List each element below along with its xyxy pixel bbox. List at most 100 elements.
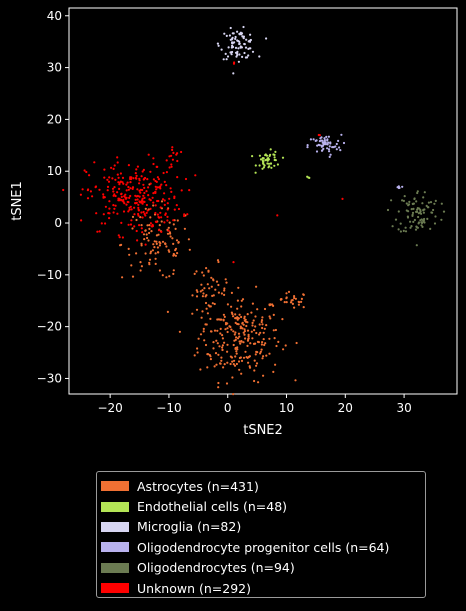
data-point bbox=[168, 221, 171, 224]
data-point bbox=[147, 153, 150, 156]
data-point bbox=[236, 307, 239, 310]
data-point bbox=[419, 219, 422, 222]
data-point bbox=[217, 291, 220, 294]
data-point bbox=[277, 340, 280, 343]
data-point bbox=[132, 177, 135, 180]
plot-area bbox=[68, 7, 458, 395]
data-point bbox=[326, 138, 329, 141]
data-point bbox=[272, 313, 275, 316]
data-point bbox=[293, 295, 296, 298]
data-point bbox=[261, 323, 264, 326]
data-point bbox=[135, 168, 138, 171]
legend-label: Oligodendrocyte progenitor cells (n=64) bbox=[137, 539, 390, 555]
data-point bbox=[416, 207, 419, 210]
legend-item: Oligodendrocytes (n=94) bbox=[101, 558, 421, 578]
legend-swatch bbox=[101, 562, 129, 573]
scatter-points bbox=[62, 25, 446, 396]
data-point bbox=[180, 150, 183, 154]
data-point bbox=[327, 148, 331, 151]
data-point bbox=[87, 188, 90, 191]
data-point bbox=[329, 142, 332, 145]
data-point bbox=[221, 346, 224, 349]
data-point bbox=[282, 348, 285, 351]
data-point bbox=[89, 190, 92, 193]
data-point bbox=[201, 289, 204, 292]
data-point bbox=[251, 321, 254, 324]
data-point bbox=[268, 337, 271, 340]
data-point bbox=[421, 202, 424, 205]
data-point bbox=[329, 153, 332, 156]
data-point bbox=[152, 162, 155, 166]
data-point bbox=[247, 361, 250, 364]
data-point bbox=[202, 327, 205, 330]
data-point bbox=[432, 208, 435, 212]
data-point bbox=[268, 352, 271, 355]
data-point bbox=[138, 182, 141, 185]
data-point bbox=[149, 207, 152, 210]
data-point bbox=[255, 364, 258, 367]
data-point bbox=[216, 318, 219, 321]
data-point bbox=[214, 288, 217, 291]
y-tick-label: −30 bbox=[37, 371, 62, 385]
data-point bbox=[233, 339, 236, 342]
data-point bbox=[113, 186, 116, 189]
data-point bbox=[269, 148, 272, 151]
data-point bbox=[186, 213, 189, 216]
data-point bbox=[144, 243, 147, 246]
data-point bbox=[222, 58, 225, 61]
data-point bbox=[147, 239, 150, 242]
data-point bbox=[226, 55, 230, 58]
data-point bbox=[255, 362, 259, 365]
data-point bbox=[410, 208, 413, 211]
data-point bbox=[194, 174, 197, 177]
data-point bbox=[247, 47, 250, 51]
data-point bbox=[135, 252, 138, 255]
data-point bbox=[155, 234, 158, 237]
data-point bbox=[116, 156, 119, 159]
data-point bbox=[102, 193, 105, 196]
data-point bbox=[176, 152, 179, 155]
data-point bbox=[205, 294, 208, 297]
data-point bbox=[335, 142, 338, 146]
data-point bbox=[129, 187, 132, 190]
data-point bbox=[138, 195, 141, 198]
data-point bbox=[139, 261, 142, 264]
data-point bbox=[150, 230, 153, 233]
data-point bbox=[140, 224, 143, 227]
data-point bbox=[206, 283, 209, 286]
data-point bbox=[420, 224, 423, 227]
data-point bbox=[293, 306, 296, 309]
data-point bbox=[261, 341, 264, 344]
data-point bbox=[251, 302, 254, 305]
data-point bbox=[267, 158, 270, 161]
data-point bbox=[222, 313, 225, 316]
data-point bbox=[212, 347, 215, 350]
data-point bbox=[215, 363, 218, 366]
data-point bbox=[254, 325, 257, 328]
data-point bbox=[114, 178, 117, 181]
data-point bbox=[244, 320, 248, 323]
data-point bbox=[249, 342, 252, 345]
data-point bbox=[224, 328, 227, 331]
data-point bbox=[404, 226, 407, 229]
data-point bbox=[155, 188, 158, 191]
data-point bbox=[394, 218, 398, 221]
data-point bbox=[238, 33, 241, 36]
data-point bbox=[421, 225, 424, 228]
data-point bbox=[108, 212, 111, 215]
data-point bbox=[281, 318, 284, 321]
data-point bbox=[429, 201, 433, 204]
series-0-points bbox=[119, 183, 305, 396]
data-point bbox=[320, 144, 324, 147]
data-point bbox=[244, 318, 247, 321]
data-point bbox=[318, 144, 321, 147]
data-point bbox=[128, 253, 131, 256]
data-point bbox=[83, 169, 86, 172]
data-point bbox=[219, 362, 222, 365]
data-point bbox=[154, 211, 157, 215]
data-point bbox=[207, 270, 210, 273]
data-point bbox=[207, 353, 210, 356]
legend-swatch bbox=[101, 481, 129, 492]
data-point bbox=[161, 198, 165, 201]
data-point bbox=[281, 156, 285, 159]
